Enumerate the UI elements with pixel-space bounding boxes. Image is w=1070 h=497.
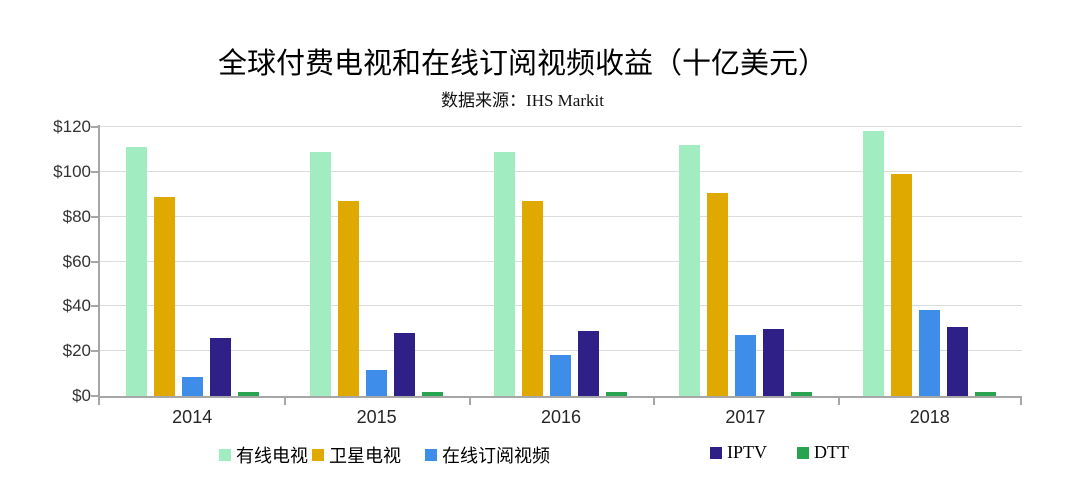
- y-tick-$0: [91, 395, 98, 397]
- y-axis-line: [98, 125, 100, 398]
- x-tick: [468, 398, 471, 405]
- bar-IPTV-2017: [762, 328, 784, 396]
- gridline-$40: [100, 305, 1022, 307]
- legend-swatch-DTT: [797, 446, 809, 459]
- x-axis-label-2016: 2016: [540, 407, 582, 427]
- chart-title: 全球付费电视和在线订阅视频收益（十亿美元）: [217, 48, 827, 80]
- chart-header: 全球付费电视和在线订阅视频收益（十亿美元） 数据来源：IHS Markit: [0, 40, 1045, 111]
- bar-有线电视-2016: [494, 151, 516, 396]
- gridline-$120: [100, 126, 1022, 127]
- x-axis-label-2015: 2015: [356, 407, 397, 427]
- y-axis-label: $120: [53, 117, 91, 136]
- bar-group-2014: 2014: [100, 127, 284, 427]
- legend-swatch-在线订阅视频: [425, 449, 437, 461]
- bar-group-2015: 2015: [284, 127, 468, 427]
- x-axis-label-2018: 2018: [909, 407, 950, 427]
- bar-DTT-2014: [237, 391, 259, 396]
- x-tick: [837, 398, 840, 405]
- y-axis-label: $0: [72, 386, 91, 405]
- bar-DTT-2018: [975, 391, 997, 396]
- y-axis-label: $80: [62, 206, 91, 226]
- bar-IPTV-2018: [947, 326, 969, 396]
- bar-在线订阅视频-2017: [734, 335, 756, 396]
- gridline-$60: [100, 260, 1022, 262]
- plot-area: $0 $20 $40 $60 $80 $100 $120 2014 2015 2016 2017 20…: [53, 117, 1022, 427]
- bar-有线电视-2018: [863, 131, 885, 396]
- bar-卫星电视-2017: [706, 193, 728, 396]
- bar-卫星电视-2015: [338, 200, 360, 396]
- x-axis-label-2017: 2017: [725, 407, 766, 427]
- legend-label: 卫星电视: [329, 446, 401, 466]
- bar-IPTV-2015: [394, 333, 416, 396]
- x-tick: [1020, 398, 1022, 405]
- legend-item-卫星电视: 卫星电视: [312, 442, 401, 468]
- bar-group-2017: 2017: [653, 127, 837, 427]
- y-tick-$20: [91, 350, 98, 353]
- y-axis-label: $20: [62, 341, 91, 361]
- x-axis-line: [98, 396, 1022, 398]
- bar-group-2016: 2016: [469, 127, 653, 427]
- gridline-$20: [100, 350, 1022, 352]
- gridline-$100: [100, 170, 1022, 172]
- legend-item-DTT: DTT: [797, 442, 849, 463]
- chart-subtitle: 数据来源：IHS Markit: [441, 91, 604, 110]
- bar-DTT-2016: [606, 391, 628, 396]
- legend-item-IPTV: IPTV: [710, 442, 767, 463]
- gridline-$80: [100, 215, 1022, 217]
- y-axis-label: $60: [62, 251, 91, 271]
- legend-label: IPTV: [727, 442, 767, 462]
- bar-group-2018: 2018: [838, 127, 1022, 427]
- x-tick: [98, 398, 100, 405]
- y-tick-$80: [91, 215, 98, 218]
- bar-有线电视-2015: [310, 151, 332, 396]
- bar-在线订阅视频-2014: [181, 376, 203, 396]
- legend-label: DTT: [814, 442, 849, 462]
- bar-IPTV-2014: [209, 337, 231, 396]
- y-tick-$120: [91, 126, 98, 128]
- legend-label: 在线订阅视频: [442, 446, 550, 466]
- y-tick-$100: [91, 170, 98, 173]
- legend-swatch-卫星电视: [312, 449, 324, 461]
- y-axis-label: $100: [53, 161, 91, 181]
- legend-label: 有线电视: [236, 446, 308, 466]
- legend-swatch-有线电视: [219, 449, 231, 461]
- x-tick: [284, 398, 287, 405]
- legend: 有线电视 卫星电视 在线订阅视频 IPTV DTT: [0, 442, 1070, 466]
- bar-有线电视-2017: [678, 144, 700, 396]
- x-tick: [653, 398, 656, 405]
- bar-在线订阅视频-2016: [550, 354, 572, 396]
- legend-item-在线订阅视频: 在线订阅视频: [425, 442, 550, 468]
- bar-IPTV-2016: [578, 331, 600, 396]
- bar-卫星电视-2016: [522, 200, 544, 396]
- bar-卫星电视-2014: [153, 196, 175, 396]
- x-axis-label-2014: 2014: [172, 407, 213, 427]
- y-axis-label: $40: [62, 296, 91, 316]
- legend-item-有线电视: 有线电视: [219, 442, 308, 468]
- y-tick-$60: [91, 260, 98, 263]
- y-tick-$40: [91, 305, 98, 308]
- legend-swatch-IPTV: [710, 446, 722, 459]
- bar-卫星电视-2018: [891, 174, 913, 396]
- bar-有线电视-2014: [125, 147, 147, 396]
- bar-DTT-2017: [790, 391, 812, 396]
- bar-在线订阅视频-2018: [919, 309, 941, 396]
- bar-DTT-2015: [422, 391, 444, 396]
- bar-在线订阅视频-2015: [366, 370, 388, 396]
